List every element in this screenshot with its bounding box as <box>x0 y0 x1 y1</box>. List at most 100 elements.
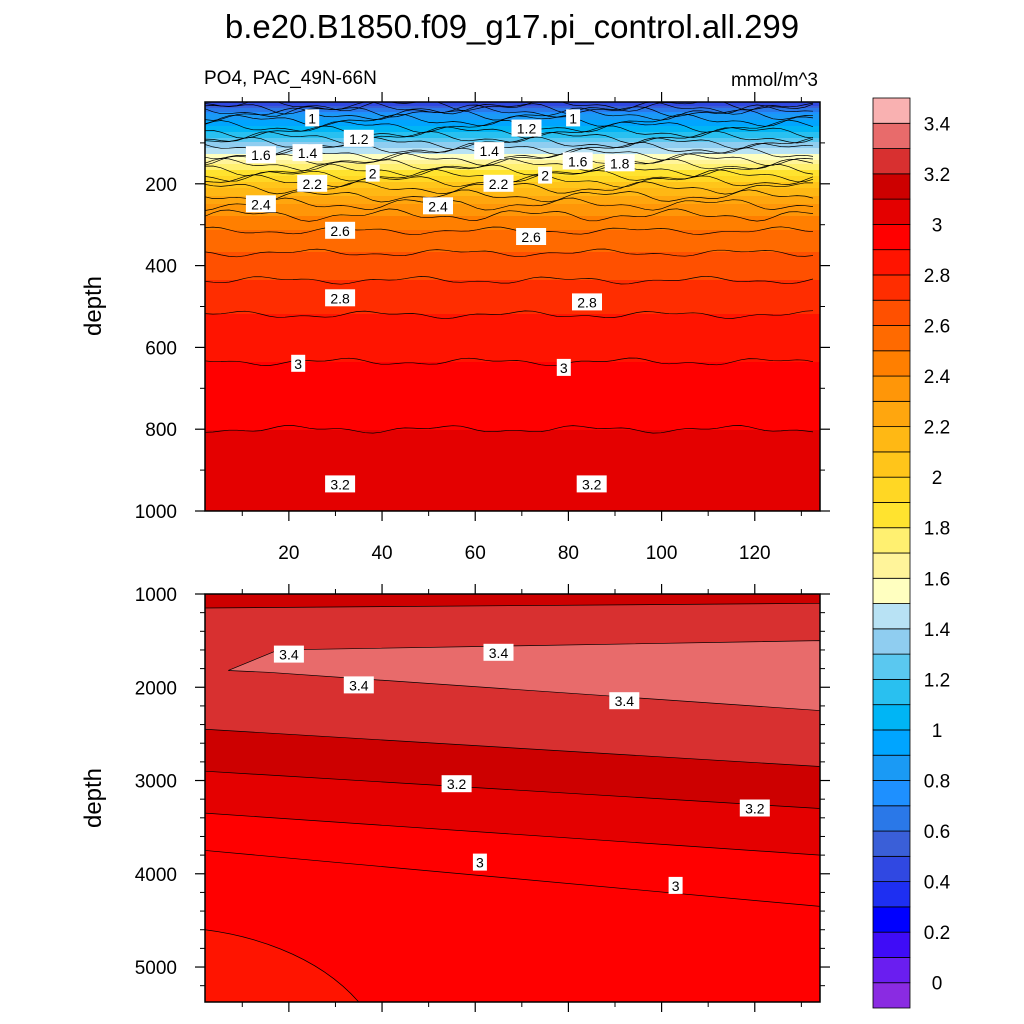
upper-fill-band <box>205 348 820 351</box>
colorbar-label: 0.8 <box>924 772 950 793</box>
upper-fill-band <box>205 314 820 317</box>
upper-contour-label: 2.2 <box>297 174 328 192</box>
upper-fill-band <box>205 456 820 459</box>
upper-fill-band <box>205 216 820 219</box>
upper-fill-band <box>205 356 820 359</box>
upper-fill-band <box>205 144 820 147</box>
upper-contour-label: 1.2 <box>511 119 542 137</box>
upper-fill-band <box>205 422 820 425</box>
upper-fill-band <box>205 372 820 375</box>
upper-fill-band <box>205 462 820 465</box>
lower-y-axis-label: depth <box>80 768 107 828</box>
upper-fill-band <box>205 276 820 279</box>
upper-fill-band <box>205 390 820 393</box>
upper-fill-band <box>205 326 820 329</box>
lower-contour-label: 3.2 <box>441 775 472 793</box>
upper-fill-band <box>205 338 820 341</box>
upper-fill-band <box>205 398 820 401</box>
upper-fill-band <box>205 350 820 353</box>
upper-contour-label: 3 <box>291 354 306 372</box>
colorbar-label: 2.6 <box>924 317 950 338</box>
upper-fill-band <box>205 490 820 493</box>
upper-contour-line <box>205 158 814 172</box>
colorbar-box <box>872 577 911 604</box>
lower-contour-line <box>205 602 820 609</box>
colorbar-box <box>872 122 911 149</box>
upper-fill-band <box>205 358 820 361</box>
upper-fill-band <box>205 472 820 475</box>
upper-fill-band <box>205 454 820 457</box>
upper-fill-band <box>205 460 820 463</box>
upper-fill-band <box>205 464 820 467</box>
upper-fill-band <box>205 254 820 257</box>
svg-text:3.4: 3.4 <box>279 647 299 663</box>
upper-fill-band <box>205 474 820 477</box>
upper-y-tick-label: 600 <box>145 338 177 359</box>
colorbar-box <box>872 805 911 832</box>
upper-fill-band <box>205 140 820 143</box>
upper-y-tick-label: 800 <box>145 420 177 441</box>
upper-contour-line <box>205 275 814 285</box>
upper-fill-band <box>205 374 820 377</box>
upper-fill-band <box>205 466 820 469</box>
upper-fill-band <box>205 316 820 319</box>
svg-text:3.4: 3.4 <box>349 677 369 693</box>
upper-contour-label: 2.8 <box>572 293 602 311</box>
upper-fill-band <box>205 332 820 335</box>
units-label: mmol/m^3 <box>731 70 818 91</box>
upper-fill-band <box>205 458 820 461</box>
upper-fill-band <box>205 328 820 331</box>
upper-fill-band <box>205 324 820 327</box>
upper-x-tick-label: 20 <box>278 543 299 564</box>
upper-fill-band <box>205 270 820 273</box>
svg-text:3.4: 3.4 <box>489 645 509 661</box>
upper-fill-band <box>205 312 820 315</box>
upper-fill-band <box>205 194 820 197</box>
upper-fill-band <box>205 412 820 415</box>
upper-fill-band <box>205 164 820 167</box>
upper-fill-band <box>205 232 820 235</box>
upper-fill-band <box>205 192 820 195</box>
upper-fill-band <box>205 394 820 397</box>
colorbar-box <box>872 754 911 781</box>
lower-contour-line <box>205 728 820 767</box>
upper-contour-label: 1.2 <box>343 129 374 147</box>
svg-text:1.4: 1.4 <box>298 145 318 161</box>
upper-fill-band <box>205 196 820 199</box>
upper-fill-band <box>205 256 820 259</box>
upper-contour-label: 2.4 <box>423 197 453 215</box>
svg-text:2.2: 2.2 <box>302 176 322 192</box>
upper-fill-band <box>205 494 820 497</box>
lower-y-tick-label: 2000 <box>135 678 177 699</box>
colorbar-box <box>872 982 911 1009</box>
upper-fill-band <box>205 500 820 503</box>
svg-text:3.2: 3.2 <box>447 776 467 792</box>
upper-fill-band <box>205 502 820 505</box>
upper-fill-band <box>205 258 820 261</box>
upper-y-tick-label: 200 <box>145 175 177 196</box>
upper-fill-band <box>205 506 820 509</box>
colorbar-box <box>872 552 911 579</box>
upper-fill-band <box>205 160 820 163</box>
upper-contour-line <box>205 189 814 203</box>
colorbar-label: 1.6 <box>924 569 950 590</box>
upper-fill-band <box>205 208 820 211</box>
svg-text:3.2: 3.2 <box>330 476 350 492</box>
upper-fill-band <box>205 344 820 347</box>
colorbar-box <box>872 628 911 655</box>
colorbar-box <box>872 780 911 807</box>
upper-fill-band <box>205 288 820 291</box>
upper-fill-band <box>205 298 820 301</box>
svg-text:1.4: 1.4 <box>479 143 499 159</box>
upper-x-tick-label: 80 <box>558 543 579 564</box>
colorbar-box <box>872 173 911 200</box>
upper-fill-band <box>205 200 820 203</box>
svg-text:2.6: 2.6 <box>330 223 350 239</box>
upper-fill-band <box>205 320 820 323</box>
upper-fill-band <box>205 364 820 367</box>
svg-text:2.2: 2.2 <box>489 176 509 192</box>
upper-fill-band <box>205 482 820 485</box>
upper-x-tick-label: 100 <box>646 543 678 564</box>
upper-fill-band <box>205 360 820 363</box>
colorbar-label: 0.6 <box>924 822 950 843</box>
